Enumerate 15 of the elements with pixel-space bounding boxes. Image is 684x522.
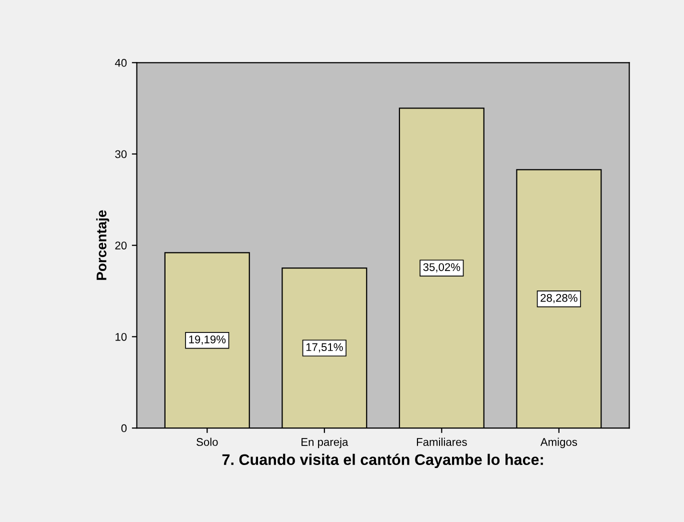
y-tick-label: 10: [116, 332, 127, 341]
y-axis-title: Porcentaje: [96, 210, 110, 280]
data-label: 35,02%: [423, 263, 460, 272]
data-label: 19,19%: [189, 336, 226, 345]
data-label: 17,51%: [306, 343, 343, 352]
x-tick-label: En pareja: [302, 438, 348, 448]
y-tick-label: 30: [115, 150, 127, 158]
y-tick-label: 40: [114, 58, 127, 67]
x-axis-title: 7. Cuando visita el cantón Cayambe lo hace:: [222, 454, 543, 468]
x-tick-label: Solo: [196, 438, 218, 446]
x-tick-label: Familiares: [416, 438, 467, 446]
x-tick-label: Amigos: [540, 438, 578, 448]
y-tick-label: 0: [121, 424, 127, 432]
y-tick-label: 20: [115, 242, 127, 250]
data-label: 28,28%: [540, 294, 578, 304]
